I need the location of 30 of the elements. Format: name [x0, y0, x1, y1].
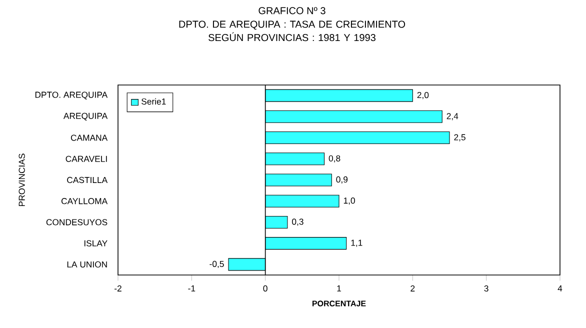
x-tick-label: 0	[263, 285, 268, 292]
x-tick-label: 3	[484, 285, 488, 292]
x-tick-label: -1	[188, 285, 196, 292]
data-label: 2,5	[454, 134, 466, 142]
y-tick-label: CAYLLOMA	[61, 198, 108, 204]
data-label: 1,1	[351, 240, 362, 247]
data-label: 2,4	[446, 113, 458, 120]
data-label: 0,8	[328, 155, 340, 162]
data-label: 0,3	[292, 218, 304, 226]
chart-subtitle: DPTO. DE AREQUIPA : TASA DE CRECIMIENTO SEGÚN PROVINCIAS : 1981 Y 1993	[179, 20, 406, 42]
y-tick-label: ISLAY	[84, 240, 108, 246]
x-tick-label: -2	[114, 285, 122, 292]
data-label: -0,5	[210, 260, 224, 268]
data-label: 2,0	[417, 92, 429, 100]
y-tick-label: CONDESUYOS	[46, 219, 108, 226]
legend-label: Serie1	[142, 98, 166, 105]
data-label: 1,0	[344, 198, 355, 205]
x-tick-label: 4	[558, 285, 562, 292]
data-label: 0,9	[336, 176, 348, 184]
y-tick-label: CAMANA	[70, 134, 108, 141]
chart-title: GRAFICO Nº 3	[258, 7, 326, 14]
y-tick-label: LA UNION	[67, 261, 107, 268]
x-tick-label: 2	[410, 285, 415, 292]
x-axis-title: PORCENTAJE	[312, 300, 366, 306]
y-tick-label: CASTILLA	[67, 176, 108, 184]
y-tick-label: DPTO. AREQUIPA	[35, 92, 108, 100]
x-tick-label: 1	[337, 285, 341, 292]
y-tick-label: AREQUIPA	[63, 112, 108, 121]
y-axis-title: PROVINCIAS	[18, 154, 25, 206]
y-tick-label: CARAVELI	[66, 156, 107, 162]
